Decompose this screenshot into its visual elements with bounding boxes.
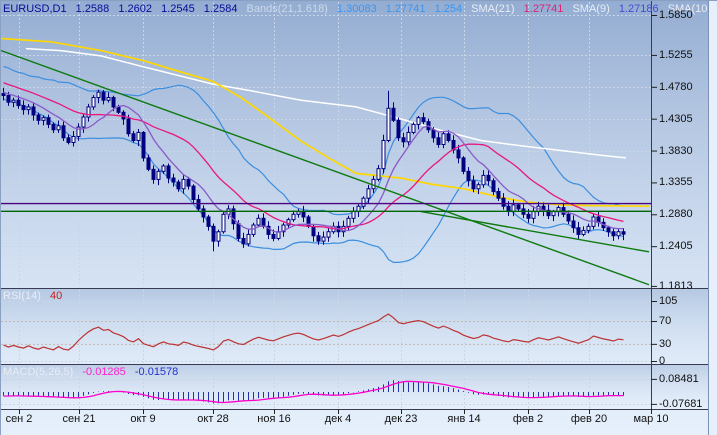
rsi-axis-label: 0 bbox=[659, 355, 666, 367]
price-axis-label: 1.4305 bbox=[659, 112, 693, 125]
rsi-current-value: 40 bbox=[49, 290, 63, 302]
ma-overlay-layer bbox=[3, 82, 624, 233]
symbol-period-label: EURUSD,D1 bbox=[3, 3, 67, 15]
price-axis-label: 1.5255 bbox=[659, 48, 693, 61]
sma100-label: SMA(100) bbox=[667, 3, 717, 15]
time-axis[interactable]: сен 2 сен 21 окт 9 окт 28 ноя 16 дек 4 дек 23 я… bbox=[1, 412, 710, 428]
price-axis-label: 1.1813 bbox=[659, 279, 693, 292]
price-axis-label: 1.3355 bbox=[659, 176, 693, 189]
time-axis-label: янв 14 bbox=[447, 413, 481, 425]
time-axis-label: окт 28 bbox=[197, 413, 229, 425]
time-axis-label: сен 21 bbox=[62, 413, 96, 425]
sma9-label: SMA(9) bbox=[572, 3, 610, 15]
ohlc-open: 1.2588 bbox=[75, 3, 110, 15]
sma21-value: 1.27741 bbox=[523, 3, 564, 15]
ohlc-close: 1.2584 bbox=[203, 3, 238, 15]
sma21-label: SMA(21) bbox=[471, 3, 515, 15]
rsi-axis-label: 105 bbox=[659, 295, 678, 307]
time-axis-label: ноя 16 bbox=[257, 413, 291, 425]
bands-indicator-label: Bands(21,1.618) bbox=[246, 3, 328, 15]
price-axis[interactable]: 1.5850 1.5255 1.4780 1.4305 1.3830 1.3355 1.28… bbox=[652, 1, 710, 411]
rsi-layer bbox=[1, 313, 651, 351]
macd-signal-value: -0.01578 bbox=[134, 366, 179, 378]
bands-upper-value: 1.30083 bbox=[336, 3, 377, 15]
price-axis-label: 1.2405 bbox=[659, 240, 693, 253]
window-right-border bbox=[708, 1, 717, 435]
rsi-axis-label: 30 bbox=[659, 337, 672, 350]
bands-middle-value: 1.27741 bbox=[385, 3, 426, 15]
trendlines-layer[interactable] bbox=[1, 49, 651, 286]
time-axis-label: мар 10 bbox=[633, 413, 669, 425]
macd-axis-label: -0.07681 bbox=[659, 397, 703, 410]
time-axis-label: сен 2 bbox=[5, 413, 33, 425]
time-axis-label: фев 20 bbox=[570, 413, 608, 425]
rsi-panel-header: RSI(14) 40 bbox=[3, 290, 68, 303]
time-axis-label: окт 9 bbox=[130, 413, 156, 425]
price-axis-label: 1.5850 bbox=[659, 9, 693, 21]
main-chart-header: EURUSD,D1 1.2588 1.2602 1.2545 1.2584 Ba… bbox=[3, 3, 717, 16]
ohlc-high: 1.2602 bbox=[118, 3, 153, 15]
candlesticks-layer bbox=[1, 87, 626, 252]
time-axis-label: дек 23 bbox=[384, 413, 418, 425]
time-axis-label: фев 2 bbox=[512, 413, 544, 425]
rsi-indicator-label: RSI(14) bbox=[3, 290, 41, 302]
bands-lower-value: 1.254 bbox=[434, 3, 463, 15]
sma9-value: 1.27186 bbox=[618, 3, 659, 15]
macd-layer bbox=[3, 380, 624, 404]
macd-indicator-label: MACD(5,26,5) bbox=[3, 366, 74, 378]
main-indicators-layer bbox=[1, 37, 650, 263]
time-axis-label: дек 4 bbox=[324, 413, 352, 425]
price-axis-label: 1.3830 bbox=[659, 144, 693, 157]
panel-borders bbox=[1, 1, 710, 410]
rsi-axis-label: 70 bbox=[659, 315, 672, 327]
ohlc-low: 1.2545 bbox=[161, 3, 195, 15]
price-axis-label: 1.4780 bbox=[659, 80, 693, 93]
macd-main-value: -0.01285 bbox=[82, 366, 126, 378]
macd-panel-header: MACD(5,26,5) -0.01285 -0.01578 bbox=[3, 366, 184, 379]
axis-ticks bbox=[19, 15, 657, 414]
price-axis-label: 1.2880 bbox=[659, 208, 693, 221]
macd-axis-label: 0.08481 bbox=[659, 372, 699, 385]
